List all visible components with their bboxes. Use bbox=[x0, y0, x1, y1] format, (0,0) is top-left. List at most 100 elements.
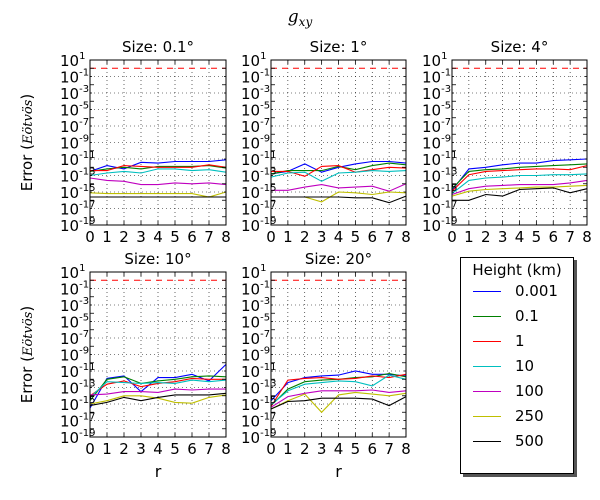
x-tick-label: 8 bbox=[401, 228, 411, 246]
legend-label: 250 bbox=[515, 407, 544, 425]
subplot-title: Size: 0.1° bbox=[122, 38, 194, 56]
legend-swatch bbox=[473, 416, 501, 417]
series-line-100 bbox=[89, 388, 226, 396]
series-line-1 bbox=[451, 165, 588, 192]
series-line-10 bbox=[451, 173, 588, 195]
subplot: 0 1 2 3 4 5 6 7 810-1910-1710-1510-1310-1110-910… bbox=[18, 38, 231, 246]
x-tick-label: 6 bbox=[367, 228, 377, 246]
x-tick-label: 5 bbox=[170, 440, 180, 458]
legend-label: 0.001 bbox=[515, 282, 558, 300]
x-tick-label: 4 bbox=[153, 440, 163, 458]
x-tick-label: 3 bbox=[498, 228, 508, 246]
legend-item: 1 bbox=[461, 329, 573, 354]
subplot-title: Size: 10° bbox=[124, 250, 191, 268]
x-tick-label: 3 bbox=[136, 440, 146, 458]
x-tick-label: 0 bbox=[447, 228, 457, 246]
x-tick-label: 7 bbox=[384, 440, 394, 458]
x-tick-label: 0 bbox=[85, 440, 95, 458]
x-tick-label: 7 bbox=[565, 228, 575, 246]
x-tick-label: 5 bbox=[351, 228, 361, 246]
x-tick-label: 2 bbox=[300, 228, 310, 246]
x-tick-label: 8 bbox=[221, 228, 231, 246]
legend-label: 0.1 bbox=[515, 307, 539, 325]
subplot: 0 1 2 3 4 5 6 7 810-1910-1710-1510-1310-1110-910… bbox=[18, 250, 231, 481]
series-line-1 bbox=[270, 373, 407, 407]
series-line-100 bbox=[451, 179, 588, 196]
x-tick-label: 8 bbox=[221, 440, 231, 458]
series-line-10 bbox=[89, 379, 227, 398]
series-line-0_001 bbox=[451, 158, 588, 191]
legend-label: 100 bbox=[515, 382, 544, 400]
x-tick-label: 2 bbox=[481, 228, 491, 246]
legend-item: 0.1 bbox=[461, 304, 573, 329]
series-line-0_1 bbox=[89, 375, 227, 402]
x-tick-label: 8 bbox=[401, 440, 411, 458]
series-line-0_001 bbox=[89, 159, 227, 172]
x-tick-label: 7 bbox=[384, 228, 394, 246]
x-tick-label: 1 bbox=[102, 440, 112, 458]
series-line-1 bbox=[90, 164, 227, 172]
series-line-250 bbox=[89, 191, 227, 198]
legend: Height (km) 0.001 0.1 1 10 100 250 500 bbox=[460, 257, 574, 474]
x-tick-label: 1 bbox=[464, 228, 474, 246]
subplot-title: Size: 4° bbox=[491, 38, 549, 56]
series-line-500 bbox=[270, 396, 407, 410]
x-tick-label: 7 bbox=[204, 440, 214, 458]
series-line-500 bbox=[452, 187, 588, 201]
subplot-title: Size: 1° bbox=[310, 38, 368, 56]
x-tick-label: 7 bbox=[204, 228, 214, 246]
series-line-0_001 bbox=[270, 160, 407, 175]
x-tick-label: 3 bbox=[136, 228, 146, 246]
series-line-250 bbox=[451, 184, 588, 197]
series-line-0_1 bbox=[270, 162, 407, 175]
legend-label: 1 bbox=[515, 332, 525, 350]
x-tick-label: 4 bbox=[515, 228, 525, 246]
series-line-1 bbox=[89, 377, 226, 397]
series-line-10 bbox=[270, 374, 407, 406]
legend-label: 10 bbox=[515, 357, 535, 375]
series-line-250 bbox=[270, 391, 407, 414]
legend-item: 0.001 bbox=[461, 279, 573, 304]
series-line-100 bbox=[271, 183, 407, 192]
x-tick-label: 2 bbox=[119, 228, 129, 246]
x-tick-label: 4 bbox=[334, 440, 344, 458]
x-tick-label: 3 bbox=[317, 228, 327, 246]
legend-swatch bbox=[473, 341, 501, 342]
series-line-100 bbox=[270, 389, 407, 408]
legend-item: 10 bbox=[461, 354, 573, 379]
x-tick-label: 5 bbox=[351, 440, 361, 458]
legend-item: 500 bbox=[461, 429, 573, 454]
x-tick-label: 6 bbox=[367, 440, 377, 458]
x-tick-label: 3 bbox=[317, 440, 327, 458]
legend-label: 500 bbox=[515, 432, 544, 450]
series-line-10 bbox=[270, 170, 407, 182]
legend-swatch bbox=[473, 366, 501, 367]
subplot: 0 1 2 3 4 5 6 7 810-1910-1710-1510-1310-1110-910… bbox=[241, 38, 411, 246]
x-axis-label: r bbox=[155, 462, 162, 481]
x-axis-label: r bbox=[335, 462, 342, 481]
legend-item: 100 bbox=[461, 379, 573, 404]
legend-item: 250 bbox=[461, 404, 573, 429]
y-axis-label: Error (Eötvös) bbox=[18, 306, 36, 403]
series-line-10 bbox=[89, 168, 227, 177]
subplot: 0 1 2 3 4 5 6 7 810-1910-1710-1510-1310-1110-910… bbox=[422, 38, 592, 246]
x-tick-label: 6 bbox=[187, 440, 197, 458]
x-tick-label: 2 bbox=[300, 440, 310, 458]
x-tick-label: 2 bbox=[119, 440, 129, 458]
legend-swatch bbox=[473, 441, 501, 442]
series-line-500 bbox=[271, 195, 407, 204]
x-tick-label: 6 bbox=[187, 228, 197, 246]
x-tick-label: 8 bbox=[582, 228, 592, 246]
legend-swatch bbox=[473, 316, 501, 317]
x-tick-label: 4 bbox=[153, 228, 163, 246]
legend-swatch bbox=[473, 291, 501, 292]
legend-swatch bbox=[473, 391, 501, 392]
x-tick-label: 0 bbox=[266, 228, 276, 246]
series-line-500 bbox=[89, 392, 227, 407]
x-tick-label: 1 bbox=[283, 228, 293, 246]
x-tick-label: 0 bbox=[85, 228, 95, 246]
subplot: 0 1 2 3 4 5 6 7 810-1910-1710-1510-1310-1110-910… bbox=[241, 250, 411, 481]
x-tick-label: 1 bbox=[283, 440, 293, 458]
subplot-title: Size: 20° bbox=[305, 250, 372, 268]
